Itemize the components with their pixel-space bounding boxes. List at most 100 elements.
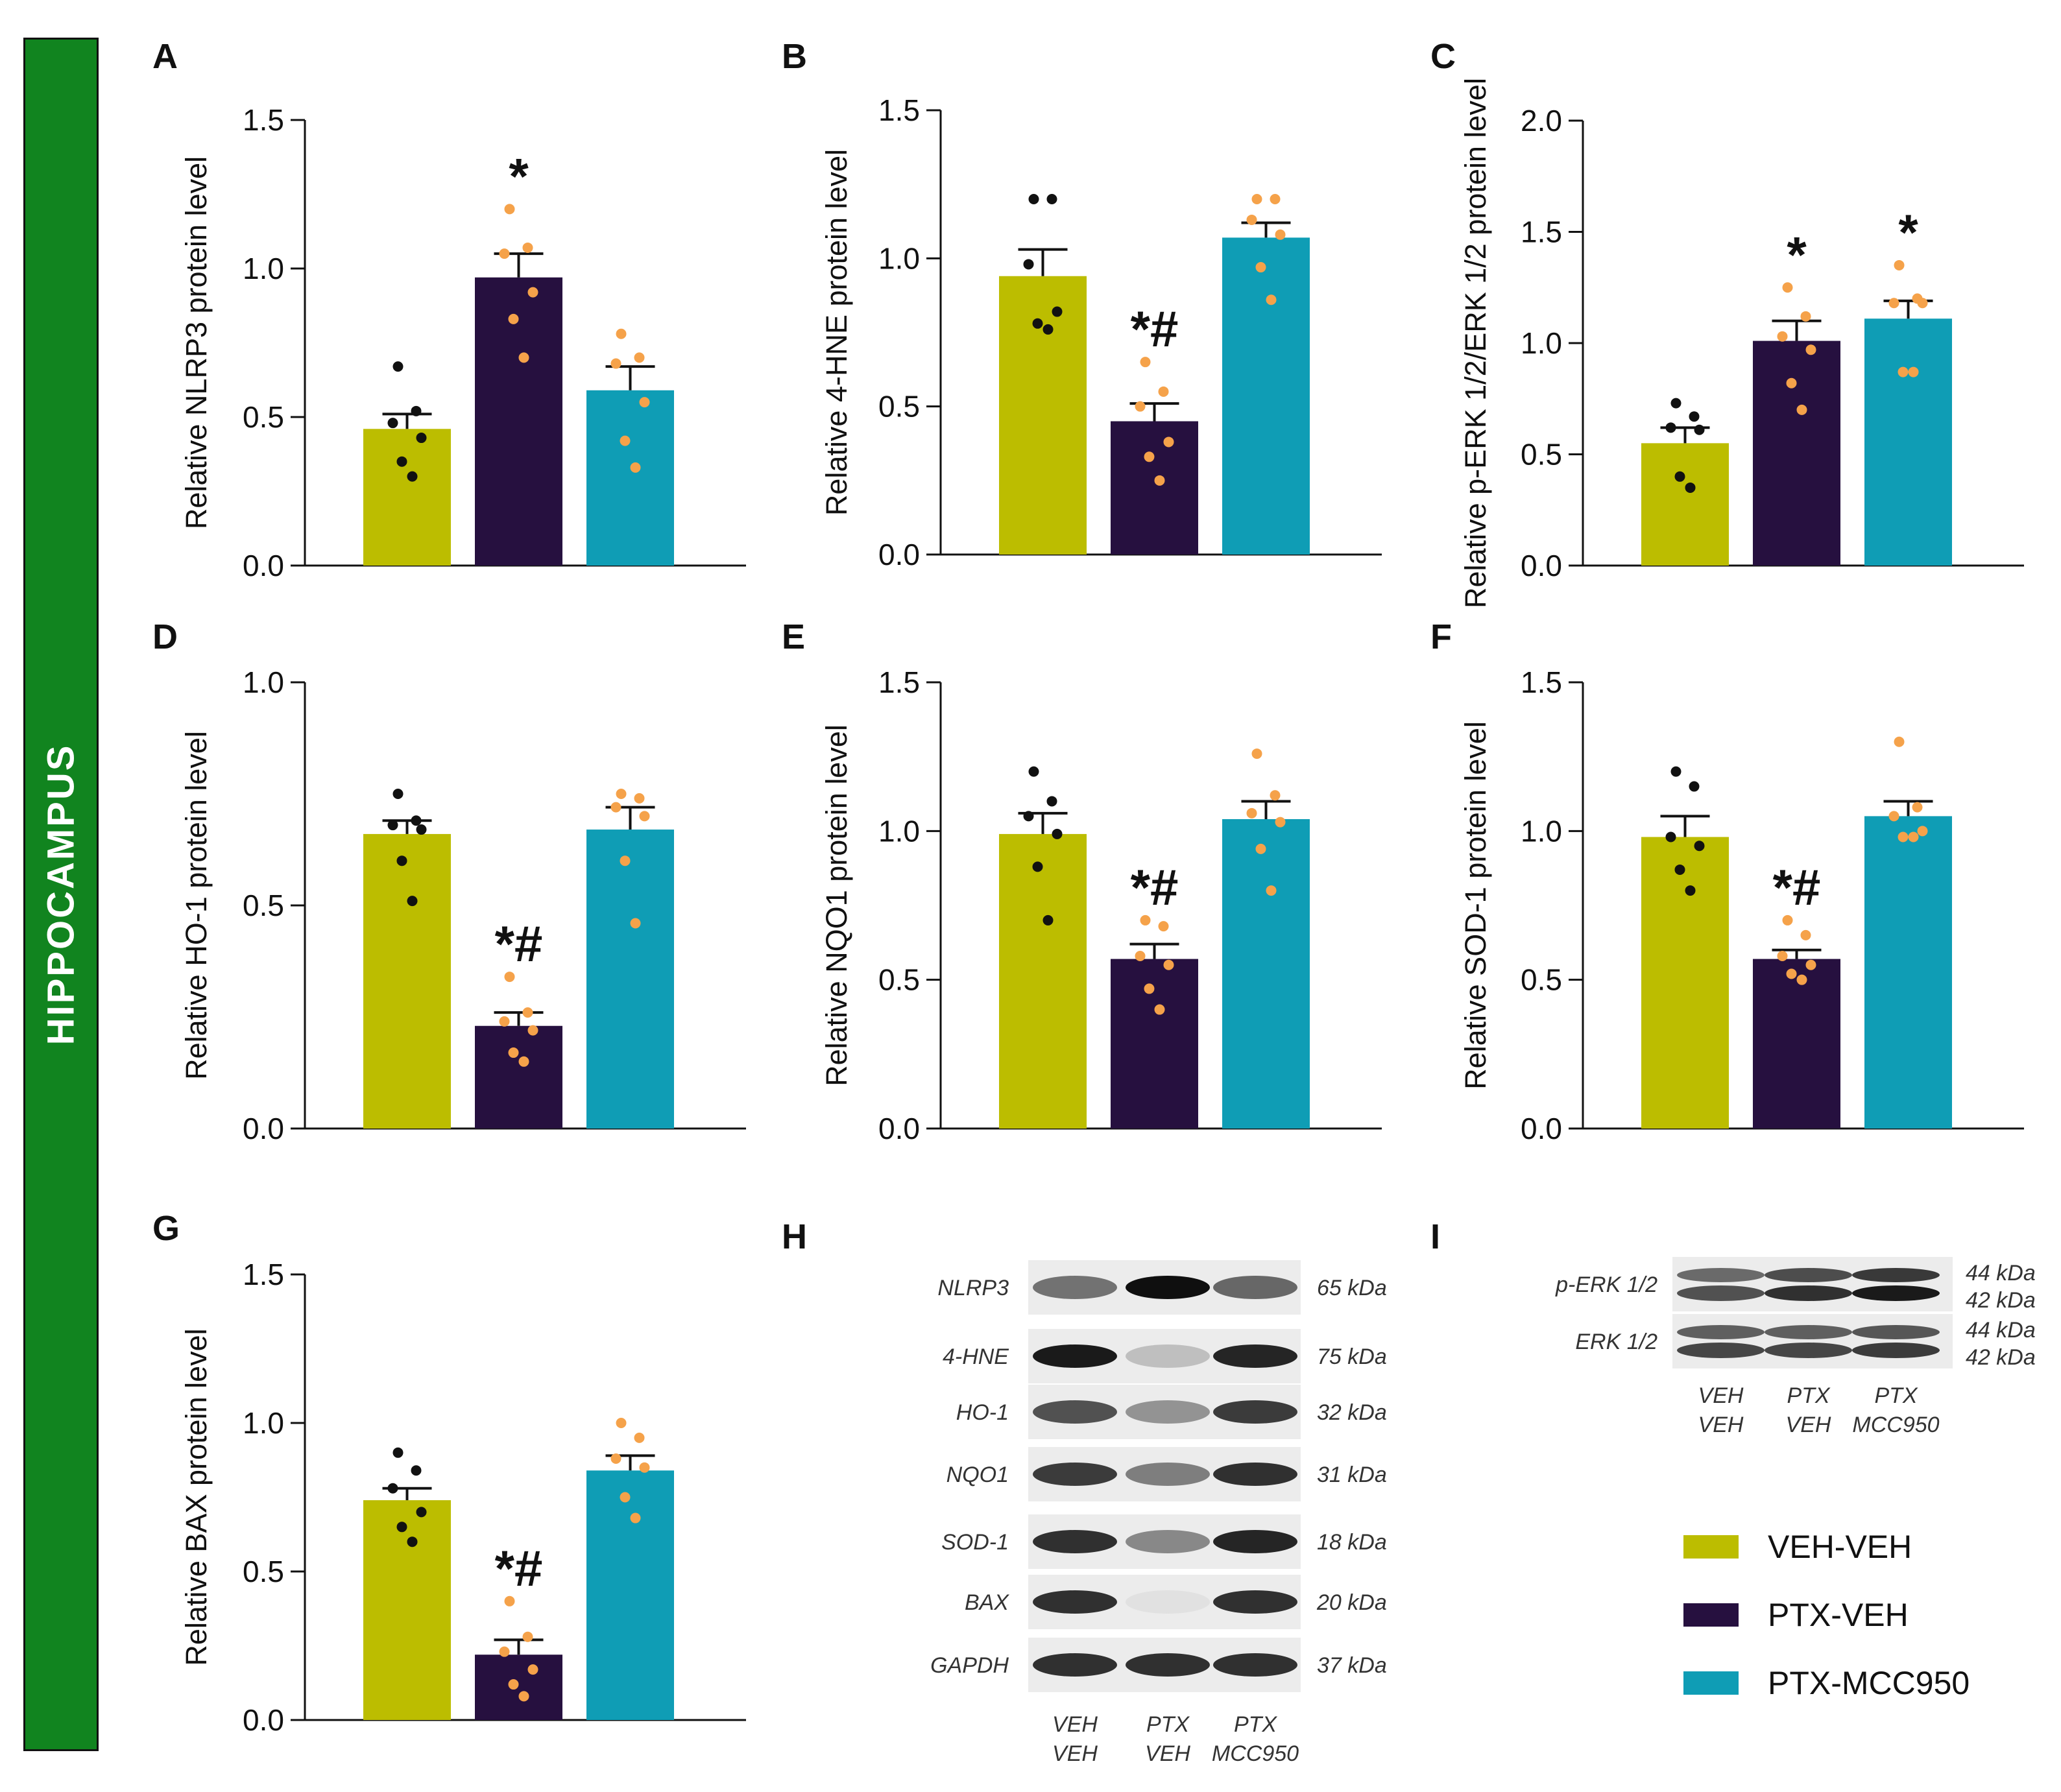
y-tick-label: 0.5 [878,390,920,424]
legend-swatch-veh-veh [1683,1535,1739,1559]
data-point [616,1418,627,1428]
legend-swatch-ptx-veh [1683,1603,1739,1627]
data-point [411,405,422,416]
data-point [1154,1004,1165,1015]
tissue-sidebar: HIPPOCAMPUS [23,38,99,1751]
data-point [1665,831,1676,842]
data-point [1052,306,1063,317]
data-point [1894,736,1905,747]
data-point [499,248,510,259]
y-tick-label: 0.0 [1521,1112,1562,1145]
data-point [387,418,398,429]
blot-band [1213,1530,1297,1553]
blot-band [1765,1268,1852,1282]
data-point [527,1025,538,1036]
data-point [1912,802,1923,813]
data-point [610,802,621,813]
bar-ptx-mcc950 [586,830,674,1129]
y-tick-label: 0.5 [243,400,284,434]
bar-veh-veh [999,833,1087,1129]
blot-band [1213,1276,1297,1299]
bar-ptx-veh [1753,340,1840,566]
bar-veh-veh [363,833,451,1129]
data-point [1158,921,1169,932]
significance-marker: *# [1131,859,1179,916]
blot-panel-h: H NLRP3 65 kDa 4-HNE 75 kDa HO-1 32 kDa NQO1 31 … [782,1217,1387,1766]
data-point [1140,357,1151,368]
data-point [1032,861,1043,872]
data-point [1917,298,1928,309]
data-point [630,918,641,929]
blot-band [1677,1343,1765,1358]
blot-band [1126,1590,1210,1614]
bar-ptx-veh [1111,421,1198,555]
significance-marker: *# [495,1540,543,1597]
blot-protein-label: GAPDH [930,1653,1009,1678]
blot-protein-label: ERK 1/2 [1575,1330,1657,1354]
blot-band [1213,1653,1297,1677]
blot-band [1852,1268,1940,1282]
lane-label: PTX [1874,1383,1918,1408]
significance-marker: * [509,147,529,204]
data-point [639,811,650,822]
data-point [1246,214,1257,225]
blot-size-label: 42 kDa [1966,1345,2036,1370]
data-point [1144,983,1155,994]
blot-band [1677,1285,1765,1301]
bar-ptx-veh [1753,959,1840,1129]
panel-letter: G [152,1209,180,1248]
data-point [396,456,407,467]
data-point [1800,311,1811,322]
data-point [1046,194,1057,204]
blot-band [1126,1530,1210,1553]
y-tick-label: 1.0 [243,1406,284,1440]
data-point [1689,411,1700,422]
blot-band [1213,1463,1297,1486]
data-point [1135,950,1146,961]
bar-ptx-veh [475,1655,562,1720]
data-point [1670,398,1681,409]
blot-protein-label: 4-HNE [943,1344,1009,1369]
data-point [387,820,398,831]
data-point [1805,959,1816,970]
data-point [1028,194,1039,204]
lane-label: PTX [1787,1383,1830,1408]
data-point [616,789,627,799]
data-point [508,313,519,324]
data-point [1786,377,1797,388]
panel-letter: F [1430,617,1452,656]
y-tick-label: 0.0 [878,1112,920,1145]
blot-band [1033,1344,1117,1368]
lane-label: VEH [1052,1741,1098,1766]
y-tick-label: 1.0 [878,814,920,848]
blot-band [1033,1276,1117,1299]
y-tick-label: 1.0 [1521,814,1562,848]
data-point [1888,298,1899,309]
y-tick-label: 0.0 [1521,549,1562,582]
bar-charts: A 0.0 0.5 1.0 1.5 Relative NLRP3 protein leve… [152,37,2024,1737]
panel-letter: H [782,1217,807,1256]
data-point [387,1483,398,1494]
blot-size-label: 32 kDa [1317,1400,1387,1425]
y-axis-label: Relative p-ERK 1/2/ERK 1/2 protein level [1459,78,1492,608]
lane-label: VEH [1145,1741,1190,1766]
y-axis-label: Relative NQO1 protein level [820,724,853,1086]
data-point [1685,885,1696,896]
blot-band [1033,1400,1117,1424]
blot-size-label: 42 kDa [1966,1288,2036,1313]
data-point [1665,422,1676,433]
blot-band [1126,1400,1210,1424]
data-point [407,896,418,907]
western-blots: H NLRP3 65 kDa 4-HNE 75 kDa HO-1 32 kDa NQO1 31 … [782,1217,2036,1766]
y-tick-label: 1.5 [878,665,920,699]
chart-panel-c: C 0.0 0.5 1.0 1.5 2.0 Relative p-ERK 1/2/ERK 1… [1430,37,2024,608]
bar-veh-veh [1641,443,1729,566]
blot-band [1677,1268,1765,1282]
y-tick-label: 2.0 [1521,104,1562,137]
y-tick-label: 0.0 [243,1703,284,1737]
bar-ptx-mcc950 [586,1470,674,1720]
data-point [1255,843,1266,854]
data-point [1800,929,1811,940]
data-point [508,1047,519,1058]
data-point [527,287,538,298]
